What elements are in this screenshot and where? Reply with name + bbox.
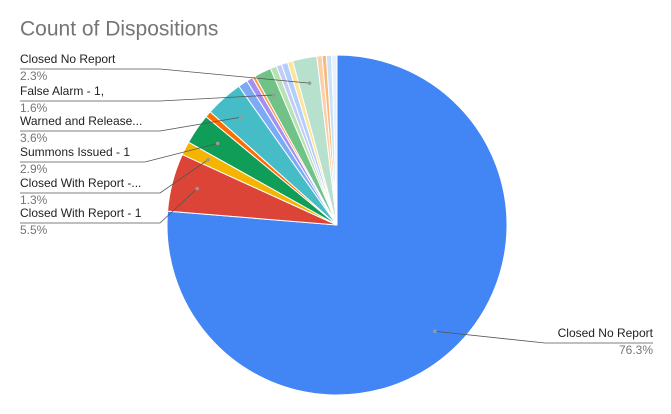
slice-label: Closed With Report - 1 [20, 206, 142, 220]
leader-line [20, 116, 241, 132]
leader-dot [238, 115, 243, 120]
leader-dot [206, 158, 210, 162]
leader-dot [272, 93, 276, 97]
leader-line [20, 94, 274, 102]
leader-dot [215, 141, 220, 146]
pie-slice [331, 54, 338, 226]
slice-value-label: 1.3% [20, 193, 48, 207]
leader-dot [195, 186, 199, 191]
chart-title: Count of Dispositions [20, 18, 218, 41]
slice-label: Warned and Release... [20, 114, 142, 128]
slice-label: Summons Issued - 1 [20, 145, 130, 159]
slice-value-label: 2.9% [20, 162, 48, 176]
slice-label: Closed No Report [20, 52, 116, 66]
leader-dot [307, 81, 312, 85]
slice-value-label: 1.6% [20, 101, 48, 115]
slice-label: Closed No Report [558, 326, 654, 340]
leader-line [20, 143, 218, 163]
slice-value-label: 5.5% [20, 223, 48, 237]
slice-value-label: 76.3% [619, 343, 653, 357]
leader-line [20, 68, 310, 84]
slice-label: False Alarm - 1, [20, 84, 104, 98]
slice-value-label: 3.6% [20, 131, 48, 145]
slice-value-label: 2.3% [20, 69, 48, 83]
leader-line [434, 330, 653, 344]
leader-line [20, 159, 209, 194]
slice-label: Closed With Report -... [20, 176, 141, 190]
leader-line [20, 188, 198, 224]
leader-dot [433, 329, 437, 334]
